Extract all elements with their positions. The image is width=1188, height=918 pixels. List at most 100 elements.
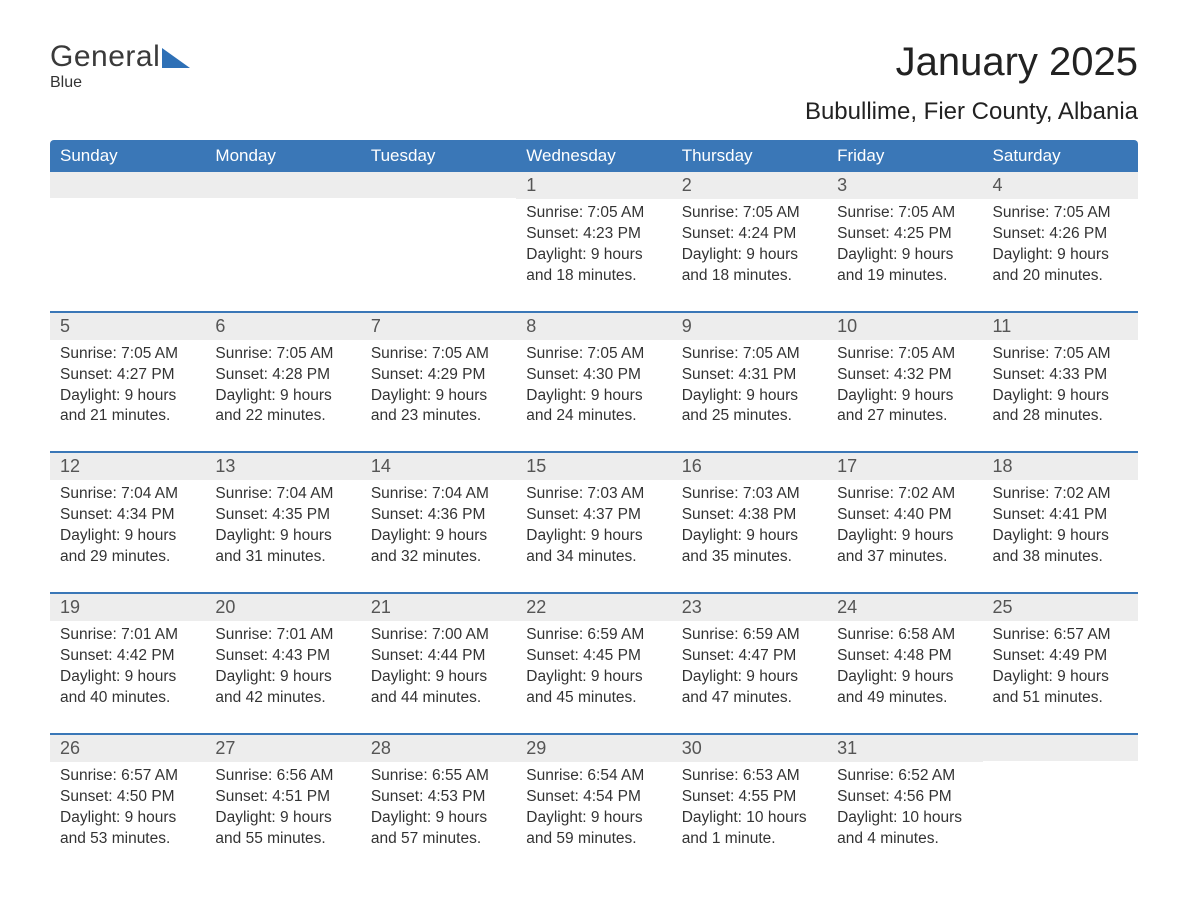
sunrise-line: Sunrise: 7:03 AM bbox=[526, 484, 661, 505]
day-number: 11 bbox=[983, 313, 1138, 340]
calendar-table: Sunday Monday Tuesday Wednesday Thursday… bbox=[50, 140, 1138, 873]
sunrise-line: Sunrise: 7:05 AM bbox=[371, 344, 506, 365]
calendar-cell: 2Sunrise: 7:05 AMSunset: 4:24 PMDaylight… bbox=[672, 172, 827, 312]
day-details: Sunrise: 6:55 AMSunset: 4:53 PMDaylight:… bbox=[361, 762, 516, 874]
day-number bbox=[205, 172, 360, 198]
daylight-line-2: and 1 minute. bbox=[682, 829, 817, 850]
daylight-line-2: and 57 minutes. bbox=[371, 829, 506, 850]
sunset-line: Sunset: 4:49 PM bbox=[993, 646, 1128, 667]
day-details: Sunrise: 6:57 AMSunset: 4:49 PMDaylight:… bbox=[983, 621, 1138, 733]
sunrise-line: Sunrise: 6:54 AM bbox=[526, 766, 661, 787]
calendar-week-row: 5 Sunrise: 7:05 AM Sunset: 4:27 PM Daylight… bbox=[50, 312, 1138, 453]
daylight-line-2: and 27 minutes. bbox=[837, 406, 972, 427]
daylight-line-2: and 53 minutes. bbox=[60, 829, 195, 850]
calendar-cell: 17Sunrise: 7:02 AMSunset: 4:40 PMDayligh… bbox=[827, 452, 982, 593]
sunset-line: Sunset: 4:38 PM bbox=[682, 505, 817, 526]
sunset-line: Sunset: 4:29 PM bbox=[371, 365, 506, 386]
sunset-line: Sunset: 4:42 PM bbox=[60, 646, 195, 667]
sunrise-line: Sunrise: 7:05 AM bbox=[526, 203, 661, 224]
calendar-cell bbox=[983, 734, 1138, 874]
day-number: 23 bbox=[672, 594, 827, 621]
sunset-line: Sunset: 4:27 PM bbox=[60, 365, 195, 386]
day-details: Sunrise: 6:59 AMSunset: 4:47 PMDaylight:… bbox=[672, 621, 827, 733]
daylight-line-2: and 20 minutes. bbox=[993, 266, 1128, 287]
day-details: Sunrise: 7:03 AMSunset: 4:37 PMDaylight:… bbox=[516, 480, 671, 592]
sunset-line: Sunset: 4:23 PM bbox=[526, 224, 661, 245]
day-number: 5 bbox=[50, 313, 205, 340]
sunrise-line: Sunrise: 6:59 AM bbox=[682, 625, 817, 646]
day-number: 22 bbox=[516, 594, 671, 621]
sunrise-line: Sunrise: 6:59 AM bbox=[526, 625, 661, 646]
calendar-cell: 21Sunrise: 7:00 AMSunset: 4:44 PMDayligh… bbox=[361, 593, 516, 734]
daylight-line-1: Daylight: 9 hours bbox=[682, 245, 817, 266]
calendar-cell: 18Sunrise: 7:02 AMSunset: 4:41 PMDayligh… bbox=[983, 452, 1138, 593]
calendar-cell: 1Sunrise: 7:05 AMSunset: 4:23 PMDaylight… bbox=[516, 172, 671, 312]
calendar-cell: 20Sunrise: 7:01 AMSunset: 4:43 PMDayligh… bbox=[205, 593, 360, 734]
daylight-line-1: Daylight: 9 hours bbox=[215, 667, 350, 688]
day-number: 20 bbox=[205, 594, 360, 621]
sunset-line: Sunset: 4:50 PM bbox=[60, 787, 195, 808]
sunset-line: Sunset: 4:26 PM bbox=[993, 224, 1128, 245]
daylight-line-1: Daylight: 9 hours bbox=[837, 386, 972, 407]
daylight-line-1: Daylight: 9 hours bbox=[60, 526, 195, 547]
daylight-line-2: and 28 minutes. bbox=[993, 406, 1128, 427]
day-number bbox=[983, 735, 1138, 761]
day-number: 2 bbox=[672, 172, 827, 199]
logo-word-general: General bbox=[50, 40, 160, 74]
day-details: Sunrise: 7:05 AMSunset: 4:24 PMDaylight:… bbox=[672, 199, 827, 311]
sunset-line: Sunset: 4:31 PM bbox=[682, 365, 817, 386]
sunrise-line: Sunrise: 7:05 AM bbox=[682, 344, 817, 365]
daylight-line-2: and 31 minutes. bbox=[215, 547, 350, 568]
day-details: Sunrise: 7:04 AMSunset: 4:35 PMDaylight:… bbox=[205, 480, 360, 592]
day-details: Sunrise: 6:58 AMSunset: 4:48 PMDaylight:… bbox=[827, 621, 982, 733]
sunrise-line: Sunrise: 6:56 AM bbox=[215, 766, 350, 787]
daylight-line-2: and 18 minutes. bbox=[682, 266, 817, 287]
sunset-line: Sunset: 4:51 PM bbox=[215, 787, 350, 808]
calendar-cell: 5Sunrise: 7:05 AMSunset: 4:27 PMDaylight… bbox=[50, 312, 205, 453]
day-details: Sunrise: 6:59 AMSunset: 4:45 PMDaylight:… bbox=[516, 621, 671, 733]
daylight-line-2: and 42 minutes. bbox=[215, 688, 350, 709]
day-header-row: Sunday Monday Tuesday Wednesday Thursday… bbox=[50, 140, 1138, 172]
daylight-line-1: Daylight: 9 hours bbox=[837, 245, 972, 266]
calendar-cell: 15Sunrise: 7:03 AMSunset: 4:37 PMDayligh… bbox=[516, 452, 671, 593]
daylight-line-2: and 35 minutes. bbox=[682, 547, 817, 568]
day-details: Sunrise: 7:01 AMSunset: 4:43 PMDaylight:… bbox=[205, 621, 360, 733]
day-number: 7 bbox=[361, 313, 516, 340]
daylight-line-1: Daylight: 9 hours bbox=[837, 526, 972, 547]
daylight-line-1: Daylight: 9 hours bbox=[682, 386, 817, 407]
daylight-line-2: and 19 minutes. bbox=[837, 266, 972, 287]
sunrise-line: Sunrise: 7:02 AM bbox=[837, 484, 972, 505]
day-details: Sunrise: 7:01 AMSunset: 4:42 PMDaylight:… bbox=[50, 621, 205, 733]
daylight-line-2: and 4 minutes. bbox=[837, 829, 972, 850]
daylight-line-2: and 29 minutes. bbox=[60, 547, 195, 568]
daylight-line-1: Daylight: 9 hours bbox=[837, 667, 972, 688]
calendar-cell bbox=[361, 172, 516, 312]
calendar-cell: 6Sunrise: 7:05 AMSunset: 4:28 PMDaylight… bbox=[205, 312, 360, 453]
day-details: Sunrise: 7:04 AMSunset: 4:36 PMDaylight:… bbox=[361, 480, 516, 592]
calendar-cell: 25Sunrise: 6:57 AMSunset: 4:49 PMDayligh… bbox=[983, 593, 1138, 734]
day-number: 31 bbox=[827, 735, 982, 762]
sunset-line: Sunset: 4:40 PM bbox=[837, 505, 972, 526]
sunset-line: Sunset: 4:47 PM bbox=[682, 646, 817, 667]
calendar-cell: 3Sunrise: 7:05 AMSunset: 4:25 PMDaylight… bbox=[827, 172, 982, 312]
daylight-line-2: and 55 minutes. bbox=[215, 829, 350, 850]
day-number: 14 bbox=[361, 453, 516, 480]
day-details bbox=[205, 198, 360, 298]
daylight-line-2: and 21 minutes. bbox=[60, 406, 195, 427]
daylight-line-1: Daylight: 9 hours bbox=[60, 667, 195, 688]
day-number: 25 bbox=[983, 594, 1138, 621]
daylight-line-2: and 51 minutes. bbox=[993, 688, 1128, 709]
day-number: 15 bbox=[516, 453, 671, 480]
calendar-cell: 10Sunrise: 7:05 AMSunset: 4:32 PMDayligh… bbox=[827, 312, 982, 453]
day-details: Sunrise: 7:03 AMSunset: 4:38 PMDaylight:… bbox=[672, 480, 827, 592]
calendar-cell: 29Sunrise: 6:54 AMSunset: 4:54 PMDayligh… bbox=[516, 734, 671, 874]
daylight-line-2: and 25 minutes. bbox=[682, 406, 817, 427]
sunset-line: Sunset: 4:54 PM bbox=[526, 787, 661, 808]
calendar-cell: 24Sunrise: 6:58 AMSunset: 4:48 PMDayligh… bbox=[827, 593, 982, 734]
logo-triangle-icon bbox=[162, 48, 190, 68]
day-details: Sunrise: 7:04 AMSunset: 4:34 PMDaylight:… bbox=[50, 480, 205, 592]
day-number: 30 bbox=[672, 735, 827, 762]
sunrise-line: Sunrise: 7:02 AM bbox=[993, 484, 1128, 505]
daylight-line-2: and 18 minutes. bbox=[526, 266, 661, 287]
calendar-cell: 13Sunrise: 7:04 AMSunset: 4:35 PMDayligh… bbox=[205, 452, 360, 593]
